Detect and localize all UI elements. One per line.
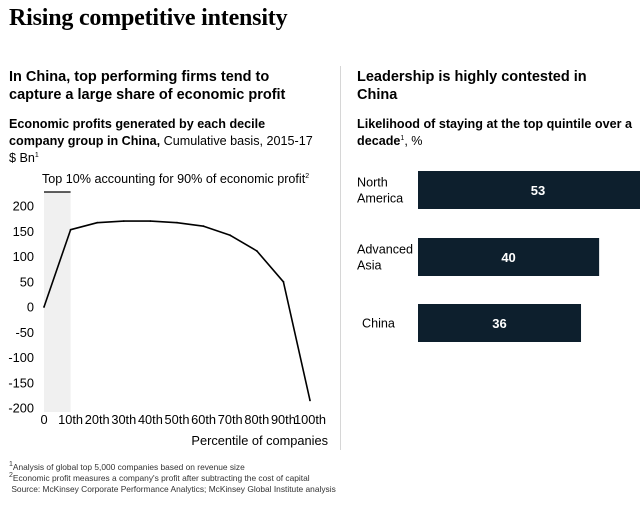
annotation-footnote-marker: 2 bbox=[305, 173, 309, 180]
x-axis-title: Percentile of companies bbox=[191, 433, 328, 448]
data-point bbox=[255, 250, 258, 252]
bar bbox=[418, 171, 640, 209]
left-subtitle-rest: Cumulative basis, 2015-17 $ Bn bbox=[9, 134, 313, 165]
y-tick-label: 100 bbox=[13, 249, 34, 264]
data-point bbox=[309, 399, 311, 402]
bar-value-label: 53 bbox=[531, 183, 545, 198]
right-subtitle-bold: Likelihood of staying at the top quintil… bbox=[357, 117, 632, 148]
category-label-line: Asia bbox=[357, 259, 382, 273]
right-chart-subtitle: Likelihood of staying at the top quintil… bbox=[357, 116, 637, 150]
left-subtitle-footnote-marker: 1 bbox=[34, 151, 39, 159]
y-tick-label: -150 bbox=[8, 375, 34, 390]
source-note: Source: McKinsey Corporate Performance A… bbox=[11, 484, 336, 494]
category-label-line: North bbox=[357, 176, 388, 190]
x-tick-label: 40th bbox=[138, 412, 163, 427]
bar-value-label: 40 bbox=[501, 250, 515, 265]
x-tick-label: 90th bbox=[271, 412, 296, 427]
y-tick-label: -100 bbox=[8, 350, 34, 365]
footnote-1: 1Analysis of global top 5,000 companies … bbox=[9, 461, 245, 472]
profit-line bbox=[43, 220, 311, 401]
x-tick-label: 30th bbox=[111, 412, 136, 427]
data-point bbox=[122, 220, 125, 223]
y-tick-label: 50 bbox=[20, 274, 34, 289]
category-label: North America bbox=[357, 176, 403, 206]
category-label-line: China bbox=[362, 317, 395, 331]
annotation-text: Top 10% accounting for 90% of economic p… bbox=[42, 172, 309, 186]
x-tick-label: 70th bbox=[218, 412, 243, 427]
y-tick-label: -50 bbox=[16, 325, 35, 340]
data-point bbox=[202, 225, 205, 228]
data-point bbox=[229, 234, 232, 237]
bar-value-label: 36 bbox=[492, 316, 506, 331]
x-tick-label: 100th bbox=[294, 412, 326, 427]
x-tick-label: 60th bbox=[191, 412, 216, 427]
x-tick-label: 0 bbox=[40, 412, 47, 427]
data-point bbox=[69, 228, 72, 231]
panel-divider bbox=[340, 66, 341, 450]
y-tick-label: 200 bbox=[13, 199, 34, 214]
category-label: Advanced Asia bbox=[357, 243, 413, 273]
data-point bbox=[176, 221, 178, 224]
x-tick-label: 80th bbox=[244, 412, 269, 427]
data-point bbox=[43, 306, 45, 308]
data-point bbox=[149, 220, 152, 223]
y-tick-label: 0 bbox=[27, 300, 34, 315]
footnotes: 1Analysis of global top 5,000 companies … bbox=[9, 461, 336, 495]
left-panel-heading: In China, top performing firms tend to c… bbox=[9, 69, 286, 103]
category-label: China bbox=[362, 317, 395, 331]
data-point bbox=[282, 280, 285, 283]
economic-profit-line-chart: Top 10% accounting for 90% of economic p… bbox=[8, 172, 328, 448]
right-panel-heading: Leadership is highly contested in China bbox=[357, 69, 587, 103]
x-tick-label: 50th bbox=[165, 412, 190, 427]
left-chart-subtitle: Economic profits generated by each decil… bbox=[9, 116, 319, 167]
footnote-2: 2Economic profit measures a company's pr… bbox=[9, 472, 310, 483]
y-tick-label: -200 bbox=[8, 401, 34, 416]
category-label-line: Advanced bbox=[357, 243, 413, 257]
top-quintile-bar-chart: 53 North America 40 Advanced Asia 36 China bbox=[357, 171, 640, 342]
top-decile-highlight bbox=[44, 192, 71, 412]
category-label-line: America bbox=[357, 192, 403, 206]
right-subtitle-footnote-marker: 1 bbox=[400, 134, 405, 142]
annotation-main: Top 10% accounting for 90% of economic p… bbox=[42, 172, 306, 186]
bar bbox=[418, 304, 582, 342]
bar bbox=[418, 238, 600, 276]
right-subtitle-rest: , % bbox=[404, 134, 423, 148]
data-point bbox=[96, 221, 99, 224]
x-tick-label: 10th bbox=[58, 412, 83, 427]
left-subtitle-bold: Economic profits generated by each decil… bbox=[9, 117, 266, 148]
y-tick-label: 150 bbox=[13, 224, 34, 239]
page-title: Rising competitive intensity bbox=[9, 5, 288, 31]
x-tick-label: 20th bbox=[85, 412, 110, 427]
